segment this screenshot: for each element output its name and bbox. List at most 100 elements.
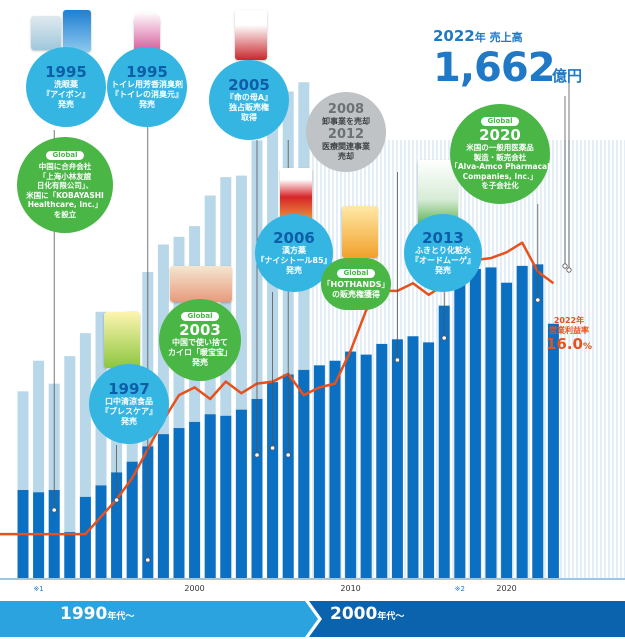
operating-margin-year: 2022年: [553, 316, 585, 325]
background-stripe: [328, 140, 330, 578]
sales-bar: [532, 264, 544, 578]
connector-dot: [269, 445, 276, 451]
milestone-2005: 2005 『命の母A』 独占販売権 取得: [209, 60, 289, 140]
milestone-2013: 2013 ふきとり化粧水 『オードムーゲ』 発売: [404, 214, 482, 292]
sales-bar: [516, 265, 528, 578]
sales-bar: [547, 323, 559, 578]
milestone-global-joint-venture: Global 中国に合弁会社 「上海小林友誼 日化有限公司」、 米国に「KOBA…: [17, 137, 113, 233]
background-bar: [79, 333, 91, 578]
decade-1990s-suffix: 年代〜: [107, 612, 135, 622]
milestone-text: 『命の母A』 独占販売権 取得: [225, 92, 273, 122]
background-stripe: [528, 140, 530, 578]
decade-band-2000s: [309, 601, 625, 637]
sales-bar: [157, 434, 169, 578]
headline-year-value: 2022: [433, 27, 475, 45]
background-stripe: [316, 140, 318, 578]
background-stripe: [608, 140, 610, 578]
background-bar: [173, 236, 185, 578]
background-stripe: [616, 140, 618, 578]
sales-bar: [438, 305, 450, 578]
sales-bar: [329, 360, 341, 578]
background-stripe: [480, 140, 482, 578]
milestone-year: 1995: [126, 62, 168, 81]
global-badge: Global: [337, 268, 375, 278]
milestone-text: 医療関連事業 売却: [322, 142, 370, 161]
global-badge: Global: [181, 312, 219, 321]
x-tick-label: 2020: [496, 584, 516, 593]
milestone-text: 「HOTHANDS」 の販売権獲得: [322, 279, 390, 299]
milestone-2008-2012: 2008 卸事業を売却 2012 医療関連事業 売却: [306, 92, 386, 172]
sales-bar: [189, 421, 201, 578]
background-stripe: [332, 140, 334, 578]
milestone-text: 米国の一般用医薬品 製造・販売会社 「Alva-Amco Pharmacal C…: [450, 143, 550, 191]
connector-dot: [285, 452, 291, 458]
background-bar: [298, 82, 310, 578]
sales-bar: [251, 398, 263, 578]
background-stripe: [320, 140, 322, 578]
milestone-text: トイレ用芳香消臭剤 『トイレの消臭元』 発売: [111, 79, 183, 109]
background-stripe: [344, 140, 346, 578]
background-bar: [17, 391, 29, 578]
headline-sales-unit: 億円: [552, 67, 583, 85]
background-stripe: [620, 140, 622, 578]
milestone-text: 卸事業を売却: [322, 117, 370, 126]
background-bar: [204, 195, 216, 578]
background-stripe: [452, 140, 454, 578]
sales-bar: [469, 268, 481, 578]
background-bar: [95, 311, 107, 578]
connector-dot: [114, 497, 120, 503]
nuanbaobao-image: [170, 266, 232, 302]
global-badge: Global: [46, 151, 84, 160]
background-stripe: [572, 140, 574, 578]
sales-bar: [235, 409, 247, 578]
milestone-2003: Global 2003 中国で使い捨て カイロ「暖宝宝」 発売: [159, 299, 241, 381]
connector-dot: [254, 452, 260, 458]
sales-bar: [298, 369, 310, 578]
milestone-text: 中国で使い捨て カイロ「暖宝宝」 発売: [168, 338, 232, 367]
background-stripe: [568, 140, 570, 578]
background-stripe: [544, 140, 546, 578]
milestone-1995-toilet: 1995 トイレ用芳香消臭剤 『トイレの消臭元』 発売: [107, 47, 187, 127]
milestone-text: 漢方薬 『ナイシトール85』 発売: [256, 245, 332, 275]
connector-dot: [51, 507, 57, 513]
milestone-text: 中国に合弁会社 「上海小林友誼 日化有限公司」、 米国に「KOBAYASHI H…: [26, 162, 104, 219]
milestone-1995-eyebon: 1995 洗眼薬 『アイボン』 発売: [26, 47, 106, 127]
background-stripe: [560, 140, 562, 578]
background-bar: [64, 356, 76, 578]
background-stripe: [604, 140, 606, 578]
x-tick-label: 2010: [340, 584, 360, 593]
milestone-year: 2020: [479, 126, 521, 145]
milestone-hothands: Global 「HOTHANDS」 の販売権獲得: [321, 258, 391, 310]
background-stripe: [584, 140, 586, 578]
background-stripe: [588, 140, 590, 578]
connector-dot: [566, 267, 572, 273]
connector-dot: [145, 557, 151, 563]
eyebon-box-image: [63, 10, 91, 52]
decade-2000s-label: 2000年代〜: [330, 604, 404, 624]
operating-margin-label: 2022年 営業利益率 16.0%: [540, 316, 598, 356]
operating-margin-caption: 営業利益率: [549, 326, 589, 335]
sales-bar: [204, 414, 216, 578]
sales-bar: [282, 374, 294, 578]
operating-margin-value: 16.0: [545, 335, 583, 353]
milestone-year: 2012: [327, 127, 365, 142]
x-tick-label: ※1: [33, 585, 43, 593]
sales-bar: [391, 339, 403, 578]
headline-year-suffix: 年 売上高: [474, 31, 523, 44]
sales-bar: [267, 382, 279, 578]
background-bar: [33, 360, 45, 578]
background-stripe: [420, 140, 422, 578]
background-stripe: [356, 140, 358, 578]
breathcare-image: [104, 312, 140, 368]
background-stripe: [372, 140, 374, 578]
decade-1990s-year: 1990: [60, 604, 108, 624]
milestone-year: 2005: [228, 75, 270, 94]
background-stripe: [580, 140, 582, 578]
background-stripe: [324, 140, 326, 578]
background-bar: [220, 177, 232, 578]
sales-bar: [485, 267, 497, 578]
connector-dot: [535, 297, 541, 303]
decade-2000s-year: 2000: [330, 604, 378, 624]
inochi-no-haha-image: [235, 10, 267, 60]
